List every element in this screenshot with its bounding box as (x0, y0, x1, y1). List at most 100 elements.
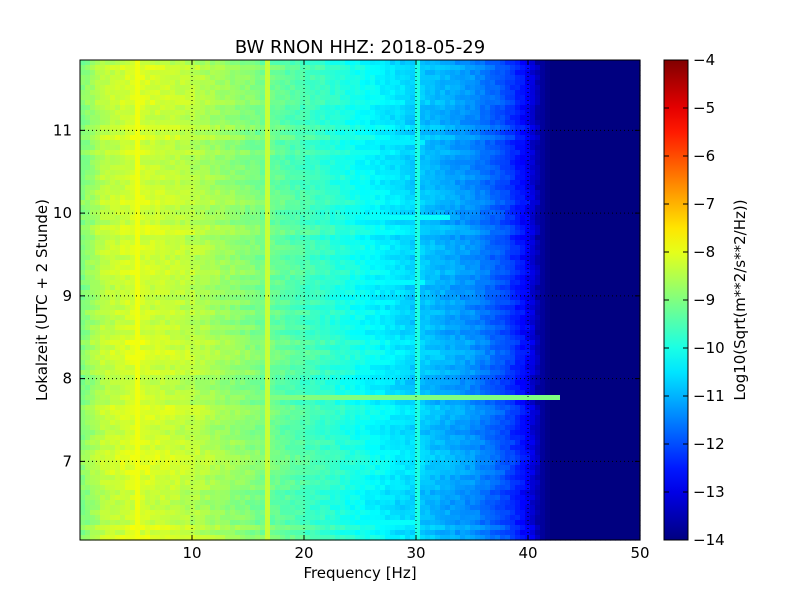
heatmap-cell (230, 190, 236, 196)
heatmap-cell (575, 130, 581, 136)
heatmap-cell (570, 135, 576, 141)
heatmap-cell (570, 195, 576, 201)
heatmap-cell (195, 65, 201, 71)
heatmap-cell (595, 215, 601, 221)
heatmap-cell (235, 75, 241, 81)
heatmap-cell (150, 200, 156, 206)
heatmap-cell (160, 125, 166, 131)
heatmap-cell (565, 220, 571, 226)
heatmap-cell (410, 240, 416, 246)
heatmap-cell (300, 100, 306, 106)
heatmap-cell (130, 280, 136, 286)
heatmap-cell (325, 200, 331, 206)
heatmap-cell (480, 95, 486, 101)
heatmap-cell (530, 185, 536, 191)
heatmap-cell (240, 95, 246, 101)
heatmap-cell (290, 85, 296, 91)
heatmap-cell (430, 80, 436, 86)
heatmap-cell (380, 210, 386, 216)
heatmap-cell (530, 95, 536, 101)
heatmap-cell (330, 105, 336, 111)
heatmap-cell (385, 140, 391, 146)
heatmap-cell (410, 65, 416, 71)
heatmap-cell (350, 170, 356, 176)
heatmap-cell (385, 90, 391, 96)
heatmap-cell (230, 90, 236, 96)
heatmap-cell (105, 250, 111, 256)
heatmap-cell (295, 125, 301, 131)
heatmap-cell (115, 140, 121, 146)
heatmap-cell (275, 170, 281, 176)
heatmap-cell (270, 260, 276, 266)
heatmap-cell (270, 110, 276, 116)
heatmap-cell (270, 155, 276, 161)
heatmap-cell (415, 100, 421, 106)
heatmap-cell (220, 175, 226, 181)
heatmap-cell (545, 230, 551, 236)
heatmap-cell (275, 175, 281, 181)
heatmap-cell (215, 235, 221, 241)
heatmap-cell (130, 205, 136, 211)
heatmap-cell (160, 225, 166, 231)
heatmap-cell (440, 65, 446, 71)
heatmap-cell (355, 265, 361, 271)
heatmap-cell (130, 180, 136, 186)
heatmap-cell (110, 195, 116, 201)
heatmap-cell (345, 205, 351, 211)
heatmap-cell (85, 195, 91, 201)
heatmap-cell (290, 75, 296, 81)
heatmap-cell (115, 265, 121, 271)
heatmap-cell (180, 125, 186, 131)
heatmap-cell (455, 190, 461, 196)
heatmap-cell (595, 85, 601, 91)
heatmap-cell (630, 130, 636, 136)
heatmap-cell (355, 75, 361, 81)
heatmap-cell (180, 100, 186, 106)
heatmap-cell (470, 155, 476, 161)
heatmap-cell (520, 150, 526, 156)
heatmap-cell (610, 150, 616, 156)
heatmap-cell (300, 255, 306, 261)
heatmap-cell (545, 60, 551, 66)
heatmap-cell (595, 110, 601, 116)
heatmap-cell (115, 85, 121, 91)
heatmap-cell (450, 70, 456, 76)
heatmap-cell (200, 245, 206, 251)
heatmap-cell (225, 200, 231, 206)
heatmap-cell (230, 250, 236, 256)
heatmap-cell (625, 205, 631, 211)
heatmap-cell (615, 180, 621, 186)
heatmap-cell (390, 195, 396, 201)
heatmap-cell (230, 95, 236, 101)
heatmap-cell (110, 215, 116, 221)
heatmap-cell (300, 245, 306, 251)
heatmap-cell (235, 235, 241, 241)
heatmap-cell (355, 225, 361, 231)
heatmap-cell (555, 75, 561, 81)
heatmap-cell (155, 125, 161, 131)
heatmap-cell (635, 80, 641, 86)
heatmap-cell (255, 225, 261, 231)
heatmap-cell (630, 120, 636, 126)
heatmap-cell (80, 85, 86, 91)
heatmap-cell (445, 225, 451, 231)
heatmap-cell (340, 160, 346, 166)
heatmap-cell (475, 195, 481, 201)
heatmap-cell (215, 85, 221, 91)
heatmap-cell (500, 185, 506, 191)
heatmap-cell (565, 170, 571, 176)
heatmap-cell (120, 60, 126, 66)
heatmap-cell (440, 135, 446, 141)
heatmap-cell (625, 140, 631, 146)
heatmap-cell (110, 265, 116, 271)
heatmap-cell (355, 215, 361, 221)
heatmap-cell (375, 105, 381, 111)
heatmap-cell (205, 195, 211, 201)
heatmap-cell (215, 210, 221, 216)
heatmap-cell (590, 150, 596, 156)
heatmap-cell (210, 115, 216, 121)
heatmap-cell (405, 275, 411, 281)
heatmap-cell (100, 175, 106, 181)
heatmap-cell (360, 200, 366, 206)
heatmap-cell (245, 130, 251, 136)
